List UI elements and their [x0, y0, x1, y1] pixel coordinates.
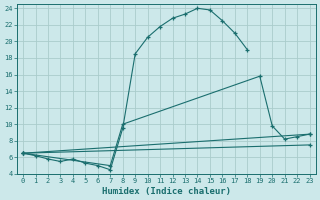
X-axis label: Humidex (Indice chaleur): Humidex (Indice chaleur) — [102, 187, 231, 196]
